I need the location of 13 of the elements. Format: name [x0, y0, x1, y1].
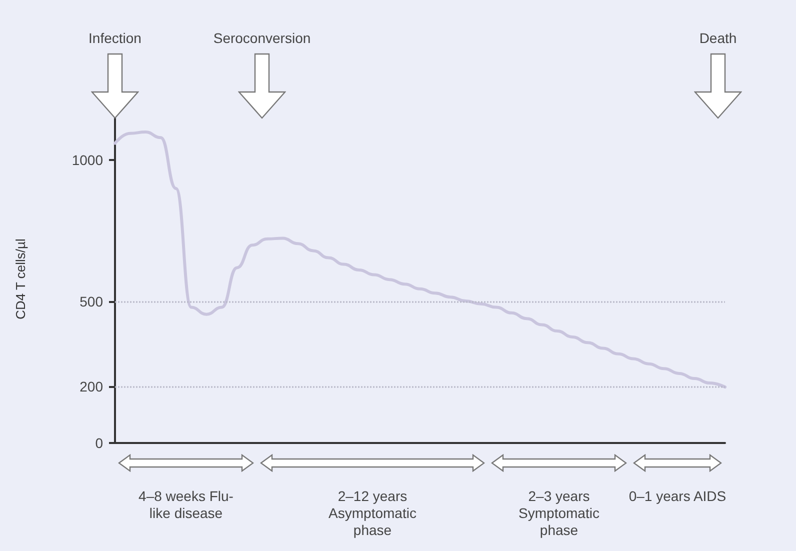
line-series: [114, 130, 726, 389]
text: 2–12 years Asymptomatic phase: [328, 488, 418, 539]
text: Seroconversion: [212, 30, 312, 47]
text: 2–3 years Symptomatic phase: [518, 488, 600, 539]
y-tick-label: 1000: [72, 152, 104, 168]
text: Infection: [88, 30, 142, 47]
y-axis-title: CD4 T cells/µl: [13, 238, 28, 320]
y-tick-label: 200: [80, 378, 104, 394]
y-tick-label: 0: [95, 435, 104, 451]
y-tick-label: 500: [80, 294, 104, 310]
text: Death: [698, 30, 738, 47]
text: 4–8 weeks Flu-like disease: [138, 488, 234, 522]
text: 0–1 years AIDS: [628, 488, 728, 505]
